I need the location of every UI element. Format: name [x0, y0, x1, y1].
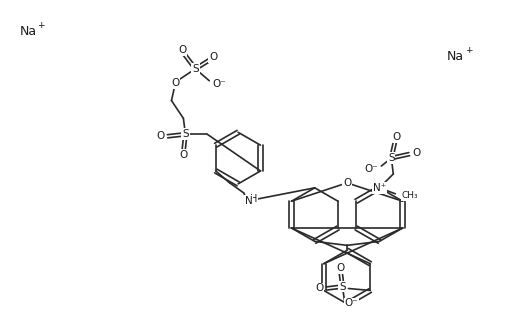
Text: O: O — [178, 45, 186, 55]
Text: O: O — [180, 150, 187, 160]
Text: Na: Na — [447, 50, 464, 64]
Text: CH₃: CH₃ — [401, 191, 418, 200]
Text: O: O — [209, 52, 217, 62]
Text: S: S — [339, 282, 346, 292]
Text: O: O — [343, 178, 351, 188]
Text: O⁻: O⁻ — [212, 79, 226, 89]
Text: O: O — [171, 78, 180, 88]
Text: O⁻: O⁻ — [344, 298, 358, 308]
Text: O: O — [337, 263, 344, 273]
Text: N: N — [245, 196, 253, 206]
Text: O: O — [412, 148, 421, 158]
Text: +: + — [465, 46, 472, 55]
Text: O: O — [316, 284, 323, 293]
Text: O: O — [156, 131, 164, 141]
Text: +: + — [37, 21, 45, 30]
Text: N⁺: N⁺ — [373, 183, 386, 193]
Text: S: S — [182, 129, 188, 139]
Text: H: H — [250, 194, 257, 204]
Text: O: O — [392, 132, 401, 142]
Text: Na: Na — [19, 25, 36, 38]
Text: S: S — [388, 153, 395, 163]
Text: S: S — [192, 64, 198, 74]
Text: O⁻: O⁻ — [365, 164, 379, 174]
